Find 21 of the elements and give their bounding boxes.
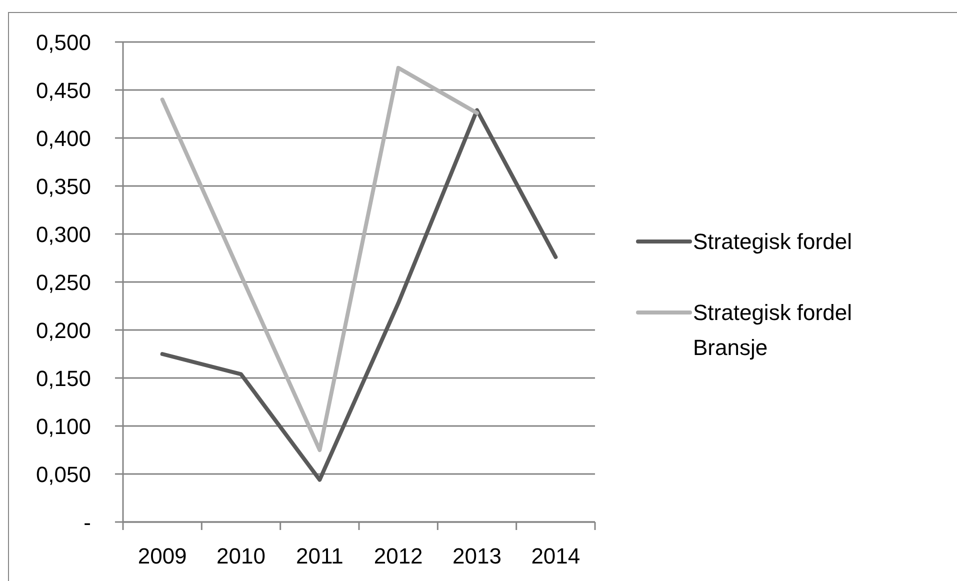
legend-label: Strategisk fordel — [693, 228, 852, 256]
y-tick-label: 0,300 — [36, 222, 91, 247]
y-tick-label: 0,400 — [36, 126, 91, 151]
y-tick-label: 0,100 — [36, 414, 91, 439]
y-tick-label: - — [84, 510, 91, 535]
x-tick-label: 2010 — [216, 544, 266, 569]
y-tick-label: 0,500 — [36, 30, 91, 55]
x-tick-label: 2011 — [296, 544, 344, 569]
legend-label: Strategisk fordel Bransje — [693, 299, 853, 362]
y-tick-label: 0,200 — [36, 318, 91, 343]
y-tick-label: 0,050 — [36, 462, 91, 487]
x-tick-label: 2009 — [138, 544, 187, 569]
y-tick-label: 0,450 — [36, 78, 91, 103]
x-tick-label: 2012 — [374, 544, 423, 569]
x-tick-label: 2014 — [531, 544, 580, 569]
x-tick-label: 2013 — [452, 544, 502, 569]
line-series — [160, 66, 479, 452]
y-tick-label: 0,150 — [36, 366, 91, 391]
line-series — [160, 108, 558, 482]
y-tick-label: 0,250 — [36, 270, 91, 295]
y-tick-label: 0,350 — [36, 174, 91, 199]
